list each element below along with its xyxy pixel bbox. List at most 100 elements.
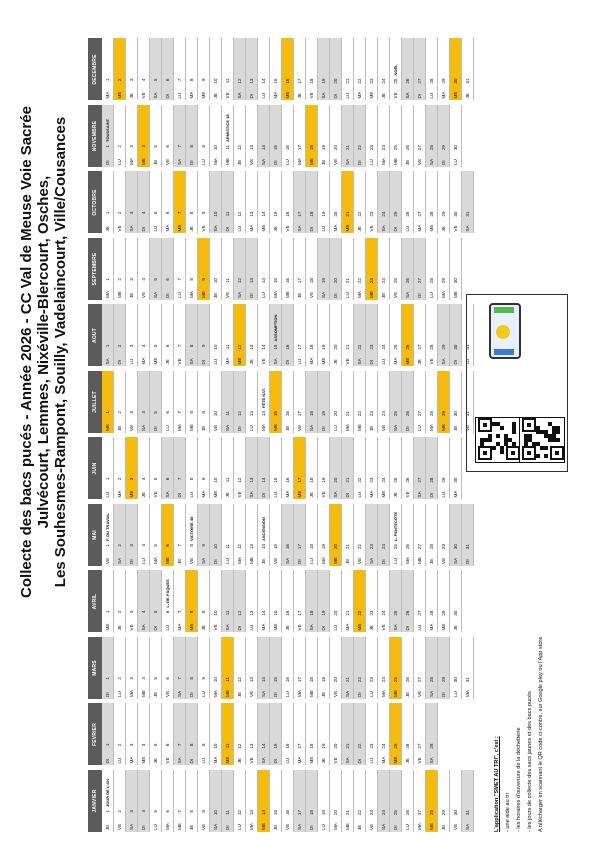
day-number: 26 (405, 677, 410, 683)
day-of-week: ME (441, 623, 446, 631)
month-header: MARS (88, 637, 102, 699)
day-row: LU 27 (414, 371, 426, 433)
day-of-week: MA (381, 756, 386, 764)
day-number: 26 (405, 344, 410, 350)
day-number: 24 (381, 544, 386, 550)
day-number: 18 (309, 344, 314, 350)
day-of-week: DI (141, 825, 146, 830)
day-of-week: SA (177, 757, 182, 764)
day-of-week: MA (141, 357, 146, 365)
day-row: JE 8 (186, 171, 198, 234)
day-of-week: VE (249, 690, 254, 697)
day-row: SA 28 (426, 105, 438, 167)
day-of-week: SA (345, 757, 350, 764)
day-number: 9 (201, 344, 206, 348)
day-of-week: VE (213, 424, 218, 431)
day-number: 10 (213, 344, 218, 350)
day-number: 5 (153, 544, 158, 547)
day-row: VE 24 (378, 371, 390, 433)
day-row: MA 30 (450, 437, 462, 500)
day-number: 21 (345, 344, 350, 350)
day-row: SA 21 (342, 105, 354, 167)
day-number: 26 (405, 544, 410, 550)
day-row: SA 25 (390, 570, 402, 633)
day-number: 7 (177, 743, 182, 747)
day-number: 29 (441, 677, 446, 683)
day-number: 26 (405, 278, 410, 284)
day-row: DI 29 (438, 105, 450, 167)
day-row: JE 3 (126, 238, 138, 300)
day-row: VE 15 (270, 504, 282, 566)
day-of-week: LU (117, 757, 122, 764)
day-row: LU 29 (438, 437, 450, 500)
day-number: 27 (417, 211, 422, 217)
collection-day: ME 3 (126, 437, 138, 500)
day-row: LU 2 (114, 637, 126, 699)
day-row: VE 29 (438, 504, 450, 566)
day-of-week: LU (453, 691, 458, 697)
day-number: 1 (105, 78, 110, 82)
day-row: SA 21 (342, 703, 354, 766)
qr-code-icon[interactable] (519, 417, 565, 463)
day-row: SA 23 (366, 504, 378, 566)
day-number: 24 (381, 610, 386, 616)
day-row: SA 22 (354, 304, 366, 367)
day-number: 2 (117, 211, 122, 215)
day-number: 6 (165, 544, 170, 547)
day-of-week: DI (405, 625, 410, 631)
day-of-week: ME (141, 158, 146, 165)
day-row: ME 21 (342, 770, 354, 832)
day-number: 26 (405, 211, 410, 217)
day-row: VE 27 (414, 105, 426, 167)
day-of-week: LU (177, 292, 182, 298)
day-of-week: LU (117, 691, 122, 697)
day-of-week: LU (261, 292, 266, 298)
day-of-week: VE (285, 823, 290, 830)
day-number: 1 (105, 544, 110, 547)
day-row: VE 16 (282, 770, 294, 832)
day-number: 27 (417, 677, 422, 683)
day-row: ME 8 (186, 371, 198, 433)
day-number: 14 (261, 544, 266, 550)
day-row: SA 9 (198, 504, 210, 566)
day-row: VE 10 (210, 371, 222, 433)
day-number: 8 (189, 211, 194, 215)
day-of-week: JE (117, 425, 122, 431)
day-number: 19 (321, 145, 326, 151)
day-number: 25 (393, 411, 398, 417)
day-number: 28 (429, 477, 434, 483)
day-number: 25 (393, 78, 398, 84)
qr-code-icon[interactable] (475, 417, 521, 463)
day-row: VE 3 (126, 570, 138, 633)
day-number: 2 (117, 78, 122, 82)
day-number: 13 (249, 677, 254, 683)
day-of-week: VE (213, 624, 218, 631)
day-of-week: SA (105, 358, 110, 365)
day-row: LU 9 (198, 105, 210, 167)
day-of-week: JE (453, 625, 458, 631)
day-number: 30 (453, 145, 458, 151)
day-row: ME 2 (114, 238, 126, 300)
day-row: SA 24 (378, 171, 390, 234)
day-row: ME 4 (138, 703, 150, 766)
day-of-week: DI (225, 825, 230, 830)
day-of-week: SA (345, 690, 350, 697)
day-of-week: DI (381, 559, 386, 564)
day-of-week: VE (117, 225, 122, 232)
day-number: 21 (345, 677, 350, 683)
day-of-week: JE (441, 824, 446, 830)
day-number: 17 (297, 677, 302, 683)
day-row: SA 16 (282, 504, 294, 566)
day-of-week: MA (129, 158, 134, 165)
day-of-week: SA (333, 491, 338, 498)
day-of-week: ME (453, 291, 458, 298)
day-row: ME 18 (306, 637, 318, 699)
day-number: 24 (381, 743, 386, 749)
day-of-week: ME (345, 224, 350, 232)
day-of-week: SA (369, 557, 374, 564)
day-row: JE 30 (450, 570, 462, 633)
day-of-week: ME (117, 91, 122, 99)
day-row: DI 7 (174, 437, 186, 500)
day-number: 19 (321, 211, 326, 217)
day-number: 19 (321, 810, 326, 816)
